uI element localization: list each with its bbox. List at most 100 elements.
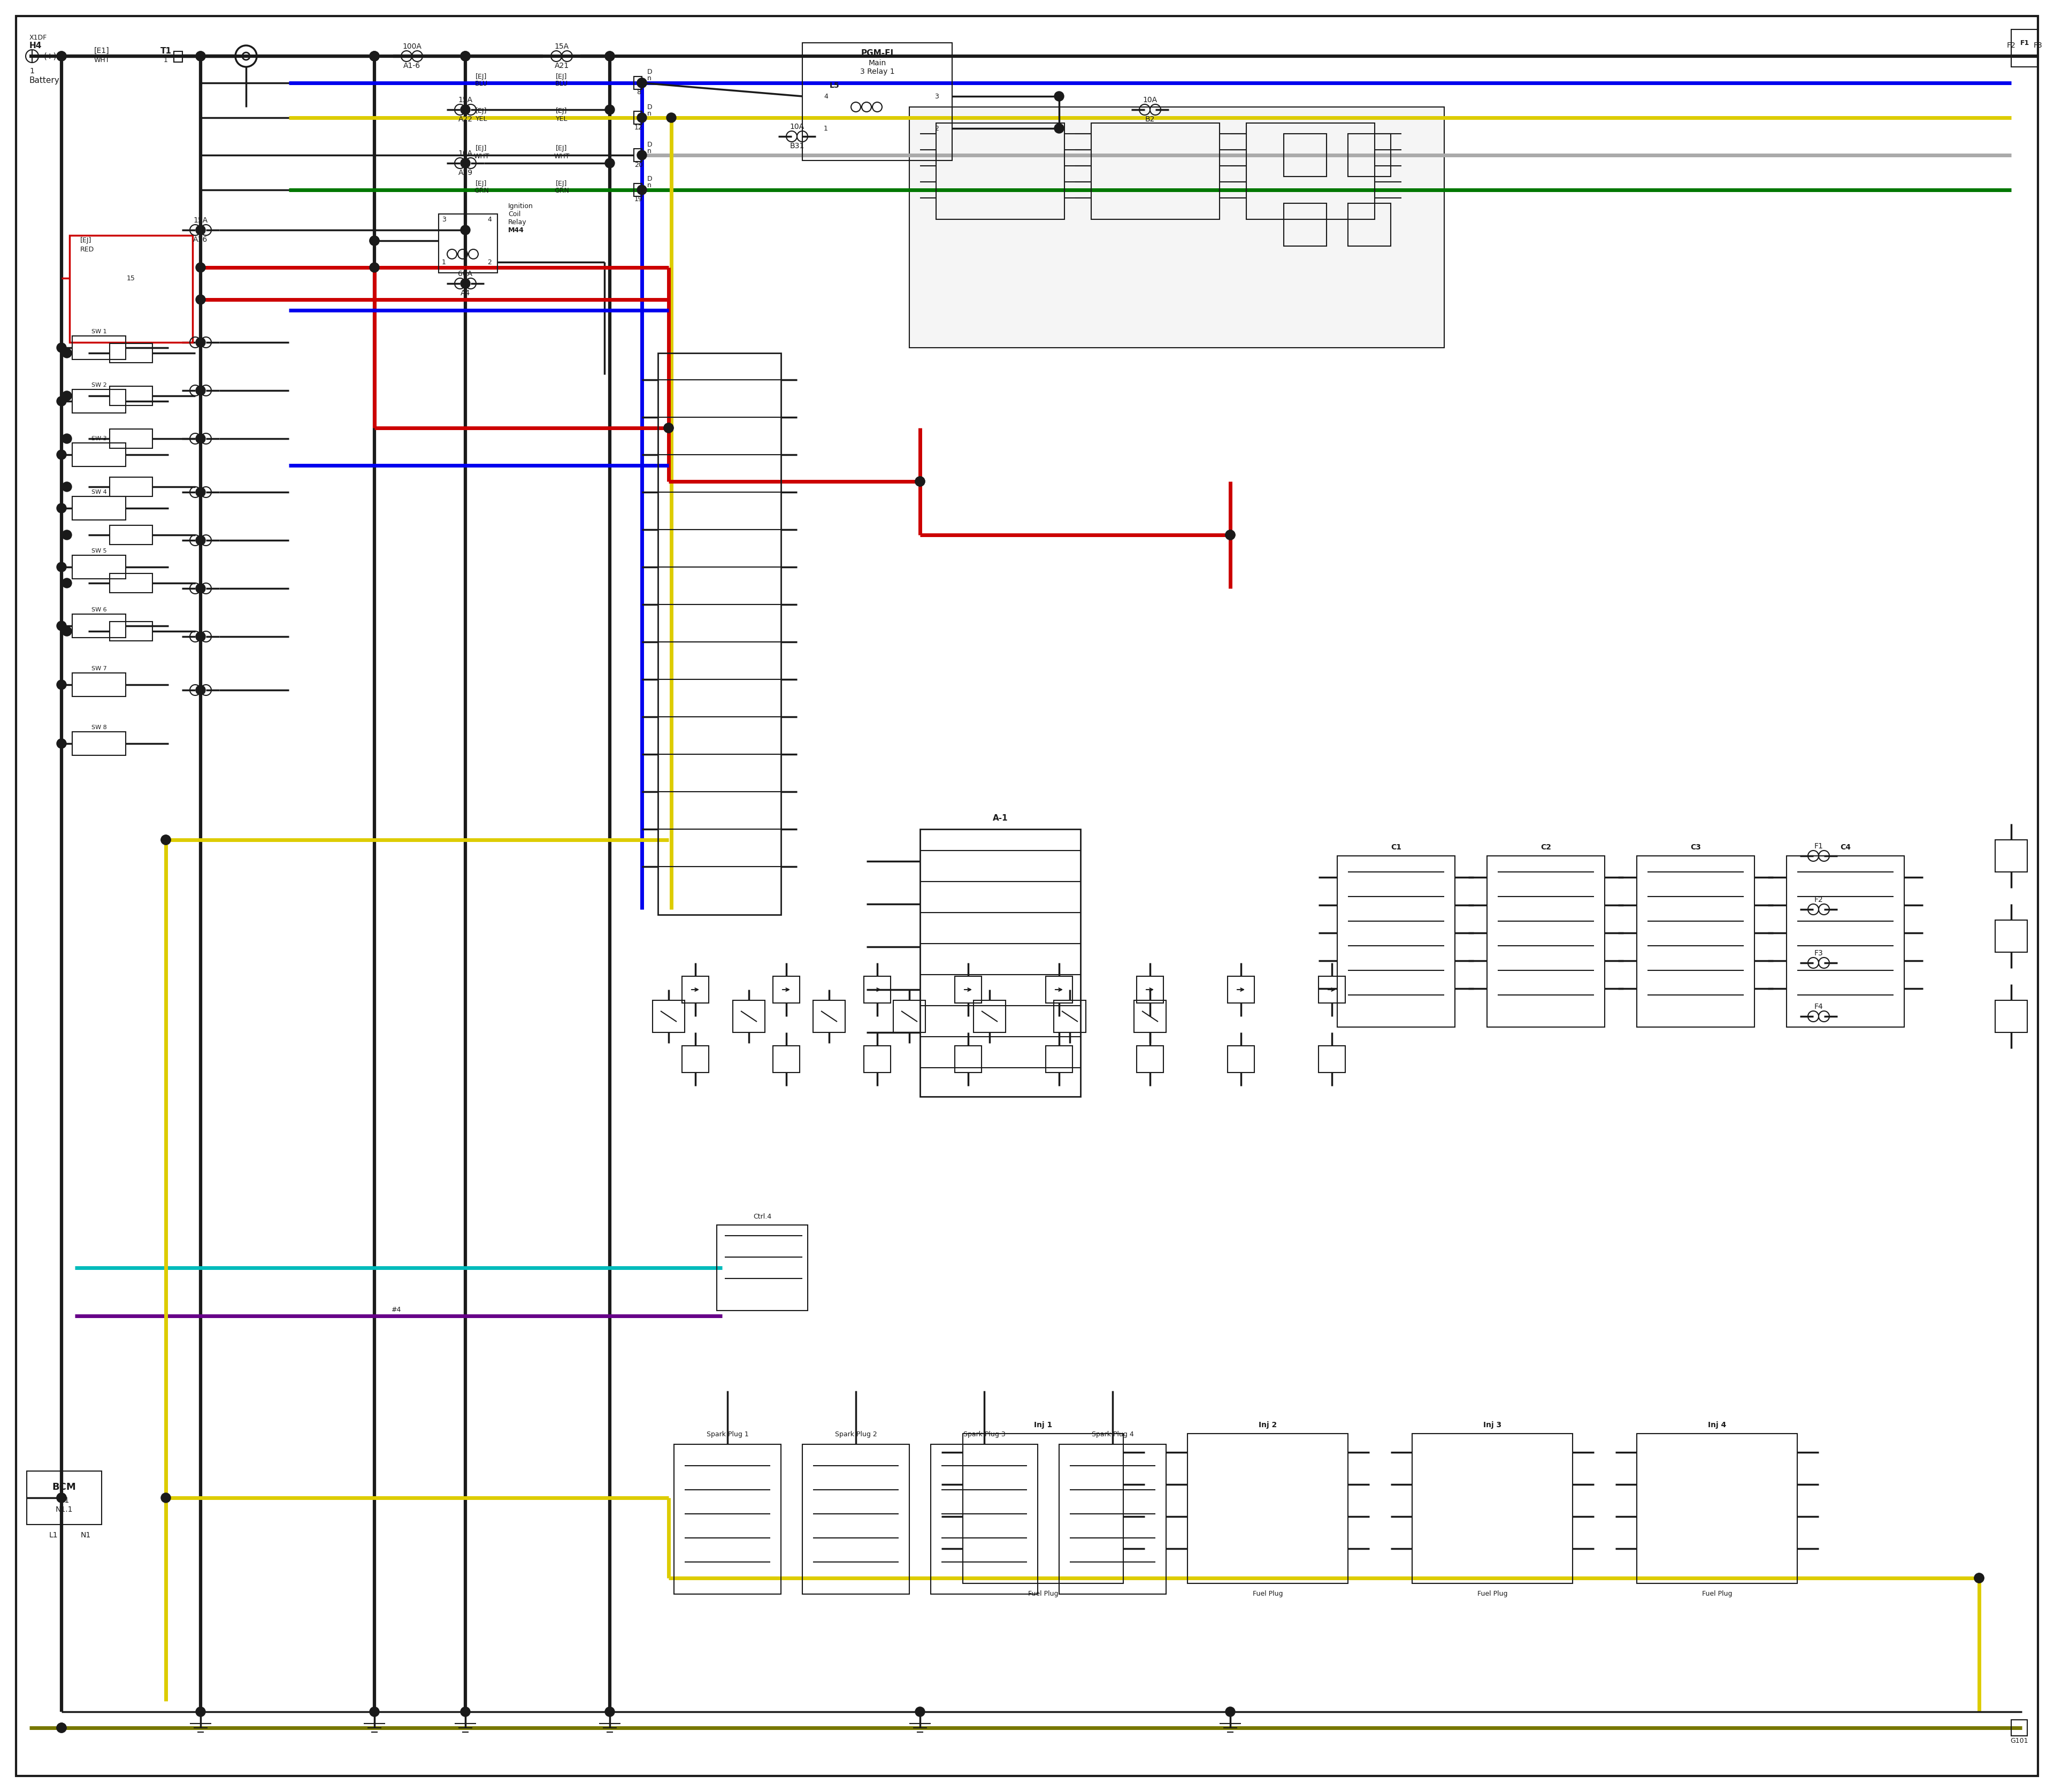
Text: Coil: Coil [507,210,520,217]
Circle shape [916,477,924,486]
Bar [1091,124,1220,219]
Circle shape [62,627,72,636]
Text: [EJ]: [EJ] [557,73,567,81]
Bar [27,1471,101,1525]
Circle shape [195,434,205,443]
Bar [1994,1000,2027,1032]
Bar [109,387,152,405]
Text: WHT: WHT [94,56,109,63]
Bar [974,1000,1006,1032]
Circle shape [1974,1573,1984,1582]
Circle shape [370,237,380,246]
Text: 10A: 10A [458,151,472,158]
Text: SW 2: SW 2 [90,382,107,387]
Text: Spark Plug 1: Spark Plug 1 [707,1432,748,1439]
Text: [EJ]: [EJ] [557,145,567,152]
Bar [1637,1434,1797,1584]
Text: 15A: 15A [555,43,569,50]
Text: Fuel Plug: Fuel Plug [1253,1591,1284,1597]
Bar [930,1444,1037,1595]
Bar [1284,134,1327,177]
Text: 3: 3 [935,93,939,100]
Text: [EJ]: [EJ] [80,237,92,244]
Bar [109,573,152,593]
Text: A16: A16 [193,237,207,244]
Circle shape [58,396,66,407]
Text: Spark Plug 4: Spark Plug 4 [1091,1432,1134,1439]
Bar [1319,1047,1345,1073]
Circle shape [370,237,380,246]
Text: C4: C4 [1840,844,1851,851]
Circle shape [460,106,470,115]
Bar [1994,919,2027,952]
Bar [813,1000,844,1032]
Circle shape [637,185,647,195]
Text: 3: 3 [442,215,446,222]
Text: SW 1: SW 1 [90,330,107,335]
Circle shape [195,263,205,272]
Bar [955,1047,982,1073]
Text: C3: C3 [1690,844,1701,851]
Text: SW 5: SW 5 [90,548,107,554]
Circle shape [195,487,205,496]
Bar [175,52,183,63]
Text: 1: 1 [164,56,168,63]
Text: (+): (+) [43,52,58,61]
Text: 10A: 10A [789,124,805,131]
Bar [1637,857,1754,1027]
Bar [109,344,152,362]
Text: L1: L1 [49,1532,58,1539]
Circle shape [58,679,66,690]
Circle shape [460,52,470,61]
Bar [733,1000,764,1032]
Bar [920,830,1080,1097]
Bar [910,108,1444,348]
Text: 1: 1 [824,125,828,133]
Text: n: n [647,147,651,154]
Text: D: D [647,142,653,149]
Circle shape [58,504,66,513]
Text: YEL: YEL [557,115,567,122]
Bar [1337,857,1454,1027]
Text: Battery: Battery [29,77,60,84]
Circle shape [1054,124,1064,133]
Bar [1413,1434,1573,1584]
Circle shape [460,52,470,61]
Bar [1228,977,1255,1004]
Bar [1136,977,1163,1004]
Bar [674,1444,781,1595]
Bar [1319,977,1345,1004]
Text: X1DF: X1DF [29,34,47,41]
Circle shape [58,52,66,61]
Text: M44: M44 [507,226,524,233]
Text: 19: 19 [635,195,643,202]
Text: N1: N1 [80,1532,90,1539]
Text: WHT: WHT [474,152,489,159]
Bar [1994,840,2027,873]
Circle shape [606,106,614,115]
Circle shape [1054,91,1064,100]
Circle shape [665,113,676,122]
Text: SW 3: SW 3 [90,435,107,441]
Text: 10A: 10A [1142,97,1156,104]
Text: Ctrl.4: Ctrl.4 [754,1213,772,1220]
Text: Spark Plug 2: Spark Plug 2 [834,1432,877,1439]
Circle shape [195,337,205,348]
Bar [72,389,125,412]
Bar [635,183,641,197]
Bar [1228,1047,1255,1073]
Text: 15A: 15A [458,97,472,104]
Bar [1487,857,1604,1027]
Circle shape [195,385,205,396]
Circle shape [370,263,380,272]
Text: F3: F3 [1814,950,1824,957]
Bar [1134,1000,1167,1032]
Bar [803,43,953,161]
Bar [70,235,193,342]
Bar [109,428,152,448]
Circle shape [637,151,647,159]
Bar [657,353,781,914]
Text: B2: B2 [1146,115,1154,124]
Text: Ignition: Ignition [507,202,534,210]
Circle shape [195,536,205,545]
